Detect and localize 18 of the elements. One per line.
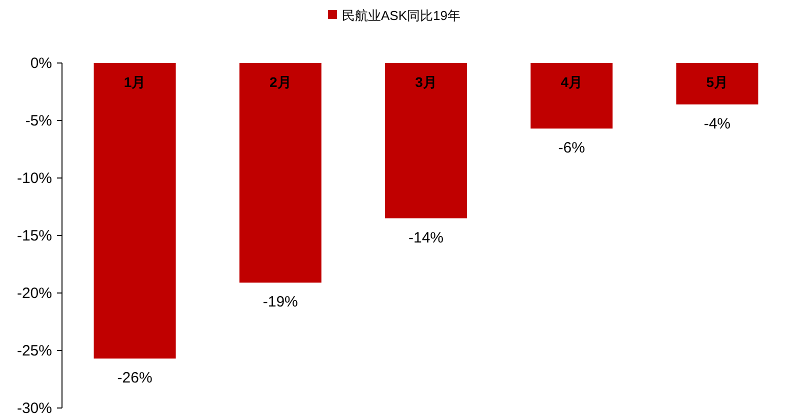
x-tick-label: 4月 [560, 74, 582, 90]
y-tick-label: -5% [25, 112, 52, 130]
y-tick-label: -15% [16, 228, 52, 244]
y-tick-label: -30% [16, 400, 52, 417]
data-label: -14% [408, 229, 444, 246]
x-tick-label: 3月 [415, 74, 437, 90]
y-tick-label: 0% [30, 55, 52, 72]
x-tick-label: 2月 [270, 74, 292, 90]
y-tick-label: -20% [16, 285, 52, 302]
data-label: -26% [117, 370, 152, 387]
x-tick-label: 1月 [124, 74, 146, 90]
x-tick-label: 5月 [706, 74, 728, 90]
data-label: -19% [262, 294, 298, 311]
y-tick-label: -10% [16, 170, 52, 187]
legend-label: 民航业ASK同比19年 [342, 8, 460, 23]
data-label: -6% [558, 140, 585, 157]
y-tick-label: -25% [16, 342, 52, 360]
data-label: -4% [704, 115, 731, 132]
